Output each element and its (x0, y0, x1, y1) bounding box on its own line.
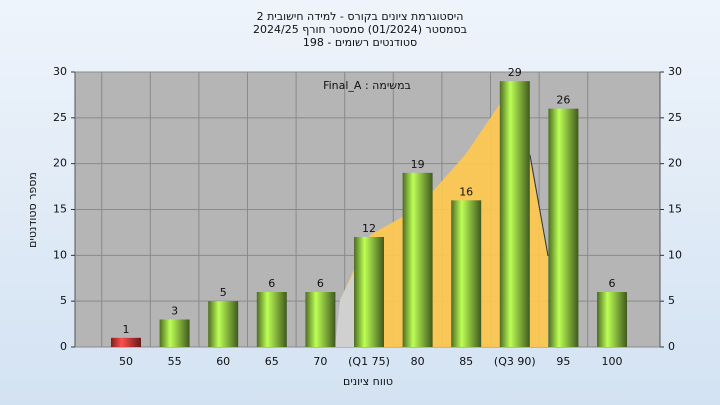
data-label: 6 (317, 277, 324, 290)
x-tick-label: 50 (119, 355, 133, 368)
x-tick-label: 100 (602, 355, 623, 368)
quartile-band (340, 82, 548, 347)
bar (548, 108, 579, 348)
bar (597, 292, 627, 347)
y2-tick-label: 15 (668, 203, 682, 216)
x-tick-label: 55 (168, 355, 182, 368)
x-tick-label: 65 (265, 355, 279, 368)
data-label: 16 (459, 185, 473, 198)
y2-tick-label: 10 (668, 248, 682, 261)
data-label: 19 (411, 158, 425, 171)
x-tick-label: 95 (556, 355, 570, 368)
x-tick-label: 70 (313, 355, 327, 368)
x-tick-label: 80 (411, 355, 425, 368)
bar (451, 200, 482, 347)
data-label: 29 (508, 66, 522, 79)
y-tick-label: 10 (53, 248, 67, 261)
x-axis-label: טווח ציונים (343, 375, 393, 388)
y-tick-label: 15 (53, 203, 67, 216)
x-tick-label: 85 (459, 355, 473, 368)
y2-tick-label: 5 (668, 294, 675, 307)
data-label: 5 (220, 286, 227, 299)
x-tick-label: (Q1 75) (348, 355, 390, 368)
bar (111, 337, 141, 347)
x-tick-label: 60 (216, 355, 230, 368)
data-label: 26 (556, 94, 570, 107)
data-label: 3 (171, 305, 178, 318)
quartile-band-edge (335, 270, 355, 347)
y-tick-label: 5 (60, 294, 67, 307)
chart-title: בסמסטר (01/2024) סמסטר חורף 2024/25 (253, 23, 467, 36)
y2-tick-label: 25 (668, 111, 682, 124)
bar (305, 292, 336, 347)
bar (499, 81, 530, 348)
y-tick-label: 0 (60, 340, 67, 353)
y-tick-label: 30 (53, 65, 67, 78)
data-label: 6 (609, 277, 616, 290)
y2-tick-label: 20 (668, 157, 682, 170)
bar (402, 172, 433, 347)
chart-title: סטודנטים רשומים - 198 (303, 36, 417, 49)
bar (354, 237, 384, 347)
y2-tick-label: 30 (668, 65, 682, 78)
data-label: 6 (268, 277, 275, 290)
y-tick-label: 25 (53, 111, 67, 124)
chart-title: היסטוגרמת ציונים בקורס - למידה חישובית 2 (257, 10, 464, 23)
bar (256, 292, 287, 347)
y2-tick-label: 0 (668, 340, 675, 353)
bar (208, 301, 239, 347)
whisker (529, 154, 549, 257)
x-tick-label: (Q3 90) (494, 355, 536, 368)
y-axis-label: מספר סטודנטים (26, 172, 39, 248)
data-label: 12 (362, 222, 376, 235)
y-tick-label: 20 (53, 157, 67, 170)
annotation: Final_A : במשימה (323, 79, 411, 92)
data-label: 1 (123, 323, 130, 336)
bar (159, 319, 190, 347)
